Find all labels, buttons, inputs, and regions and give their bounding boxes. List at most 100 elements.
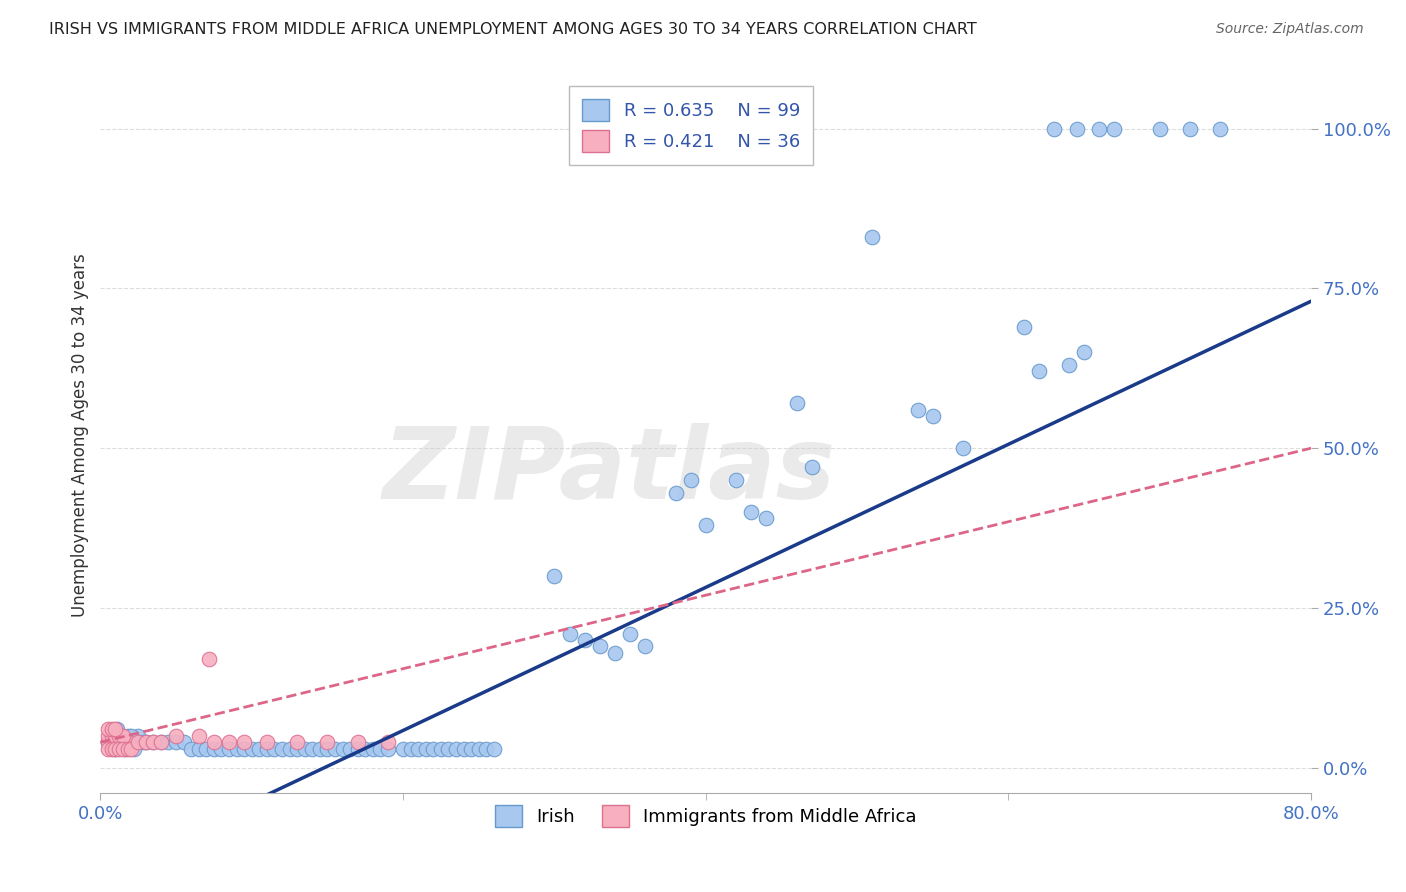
Point	[107, 741, 129, 756]
Point	[339, 741, 361, 756]
Point	[361, 741, 384, 756]
Point	[195, 741, 218, 756]
Point	[679, 473, 702, 487]
Point	[233, 735, 256, 749]
Point	[574, 632, 596, 647]
Point	[112, 741, 135, 756]
Point	[755, 511, 778, 525]
Point	[695, 517, 717, 532]
Point	[117, 735, 139, 749]
Point	[332, 741, 354, 756]
Point	[278, 741, 301, 756]
Point	[589, 640, 612, 654]
Point	[370, 741, 392, 756]
Point	[135, 735, 157, 749]
Point	[132, 735, 155, 749]
Point	[256, 735, 278, 749]
Point	[256, 741, 278, 756]
Point	[97, 729, 120, 743]
Point	[165, 735, 187, 749]
Point	[209, 741, 232, 756]
Point	[120, 735, 142, 749]
Point	[117, 741, 139, 756]
Point	[107, 735, 129, 749]
Point	[800, 460, 823, 475]
Point	[97, 735, 120, 749]
Point	[104, 729, 127, 743]
Point	[392, 741, 415, 756]
Point	[422, 741, 444, 756]
Point	[786, 396, 808, 410]
Point	[115, 735, 138, 749]
Point	[406, 741, 429, 756]
Point	[316, 741, 339, 756]
Point	[558, 626, 581, 640]
Point	[149, 735, 172, 749]
Point	[187, 729, 209, 743]
Point	[263, 741, 285, 756]
Point	[118, 735, 141, 749]
Point	[97, 741, 120, 756]
Point	[346, 741, 368, 756]
Point	[316, 735, 339, 749]
Point	[921, 409, 943, 424]
Point	[104, 735, 127, 749]
Point	[460, 741, 482, 756]
Point	[105, 723, 128, 737]
Point	[112, 729, 135, 743]
Point	[107, 729, 129, 743]
Point	[120, 729, 142, 743]
Point	[285, 735, 308, 749]
Point	[907, 402, 929, 417]
Point	[101, 723, 124, 737]
Point	[120, 741, 142, 756]
Point	[233, 741, 256, 756]
Point	[127, 735, 149, 749]
Point	[603, 646, 626, 660]
Point	[101, 729, 124, 743]
Point	[271, 741, 294, 756]
Point	[202, 741, 225, 756]
Point	[101, 741, 124, 756]
Point	[301, 741, 323, 756]
Point	[1057, 358, 1080, 372]
Point	[104, 741, 127, 756]
Point	[187, 741, 209, 756]
Point	[180, 741, 202, 756]
Point	[415, 741, 437, 756]
Point	[1028, 364, 1050, 378]
Point	[101, 735, 124, 749]
Point	[101, 729, 124, 743]
Point	[740, 505, 762, 519]
Text: Source: ZipAtlas.com: Source: ZipAtlas.com	[1216, 22, 1364, 37]
Point	[346, 735, 368, 749]
Point	[1209, 121, 1232, 136]
Point	[110, 729, 132, 743]
Point	[399, 741, 422, 756]
Point	[1043, 121, 1066, 136]
Point	[377, 735, 399, 749]
Point	[308, 741, 330, 756]
Legend: Irish, Immigrants from Middle Africa: Irish, Immigrants from Middle Africa	[488, 798, 924, 834]
Point	[114, 741, 136, 756]
Point	[619, 626, 641, 640]
Point	[135, 735, 157, 749]
Point	[430, 741, 453, 756]
Point	[225, 741, 247, 756]
Point	[107, 729, 129, 743]
Point	[104, 723, 127, 737]
Point	[117, 729, 139, 743]
Text: IRISH VS IMMIGRANTS FROM MIDDLE AFRICA UNEMPLOYMENT AMONG AGES 30 TO 34 YEARS CO: IRISH VS IMMIGRANTS FROM MIDDLE AFRICA U…	[49, 22, 977, 37]
Point	[101, 729, 124, 743]
Point	[218, 735, 240, 749]
Point	[108, 735, 131, 749]
Point	[285, 741, 308, 756]
Point	[377, 741, 399, 756]
Point	[240, 741, 263, 756]
Point	[198, 652, 221, 666]
Point	[142, 735, 165, 749]
Point	[437, 741, 460, 756]
Point	[634, 640, 657, 654]
Point	[112, 735, 135, 749]
Point	[104, 741, 127, 756]
